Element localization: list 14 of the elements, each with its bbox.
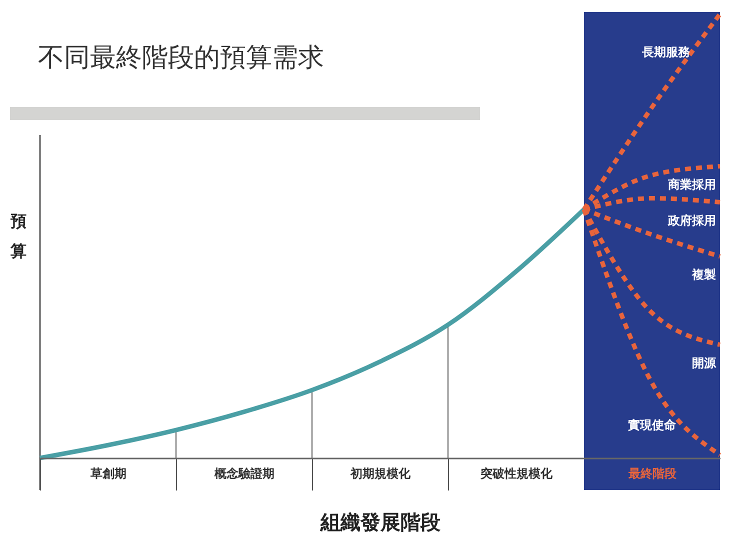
series-label: 開源 (692, 356, 717, 370)
x-tick-label: 最終階段 (628, 466, 678, 480)
y-axis-title: 預算 (10, 212, 26, 260)
x-tick-label: 草創期 (90, 466, 126, 480)
series-label: 實現使命 (628, 418, 677, 432)
series-label: 商業採用 (667, 177, 716, 192)
x-tick-label: 概念驗證期 (214, 466, 274, 480)
x-tick-label: 突破性規模化 (480, 466, 554, 480)
x-axis-title: 組織發展階段 (320, 510, 442, 534)
x-tick-label: 初期規模化 (350, 466, 412, 480)
text: 不同最終階段的預算需求 (38, 42, 324, 75)
series-label: 複製 (691, 267, 716, 282)
series-label: 政府採用 (667, 213, 716, 228)
series-label: 長期服務 (641, 45, 691, 59)
